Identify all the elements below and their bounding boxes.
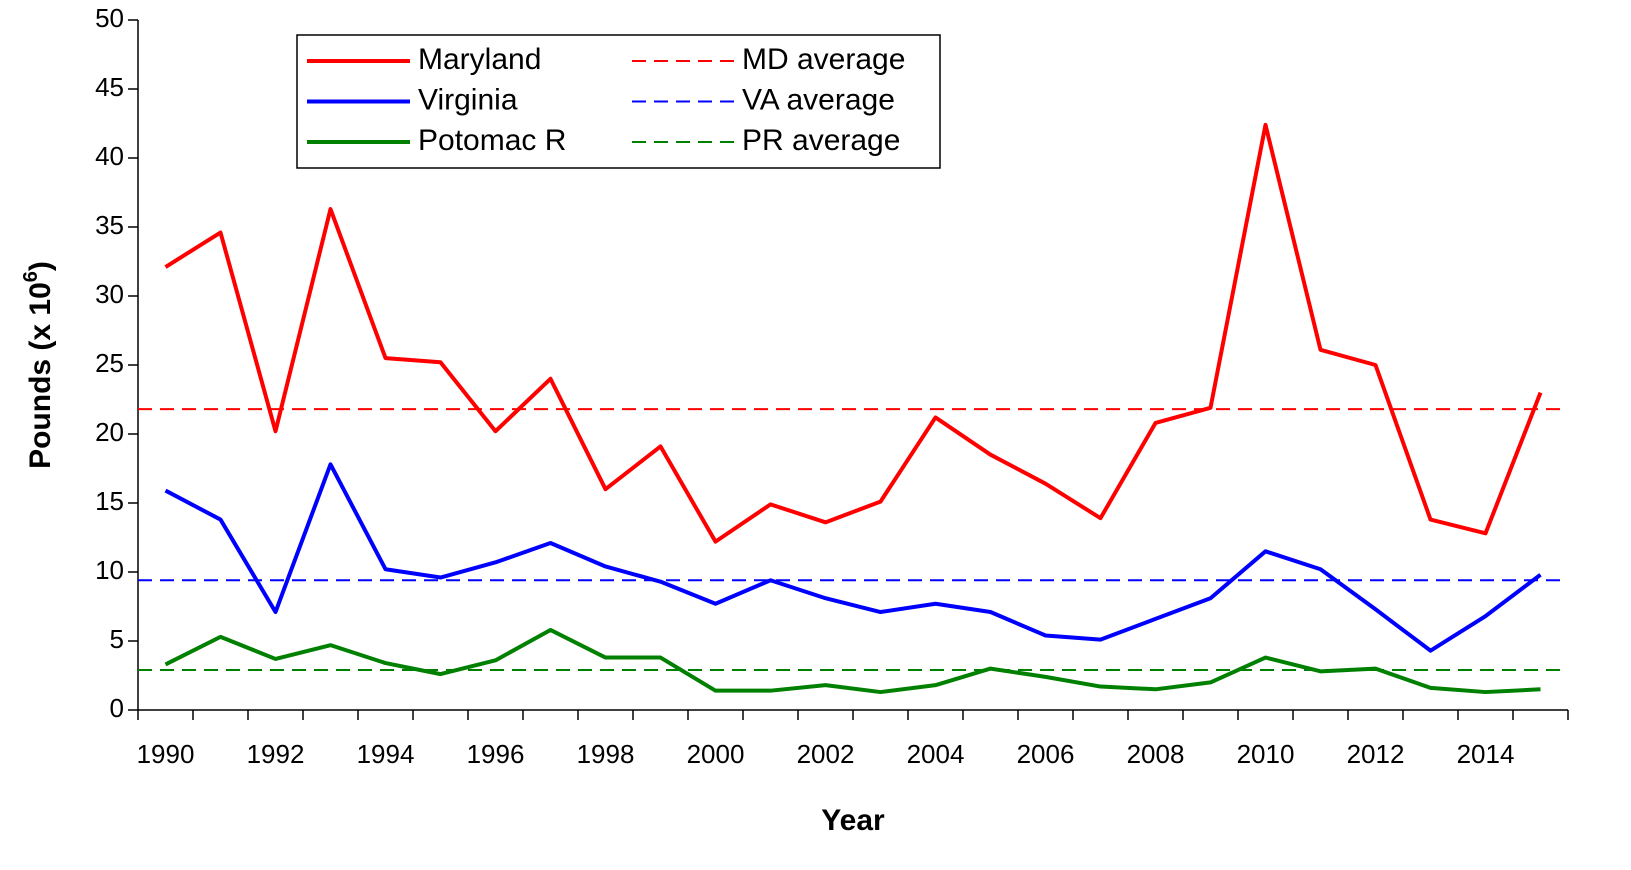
y-axis-title: Pounds (x 106) xyxy=(20,261,57,469)
legend-label: PR average xyxy=(742,124,900,157)
legend-label: MD average xyxy=(742,43,905,76)
x-tick-label: 2008 xyxy=(1127,739,1185,769)
x-tick-label: 1990 xyxy=(137,739,195,769)
y-tick-label: 45 xyxy=(95,72,124,102)
x-tick-label: 2010 xyxy=(1237,739,1295,769)
y-axis-title-main: Pounds (x 10 xyxy=(24,282,57,469)
legend-label: Potomac R xyxy=(418,124,566,157)
x-tick-label: 2006 xyxy=(1017,739,1075,769)
x-tick-label: 1996 xyxy=(467,739,525,769)
y-tick-label: 30 xyxy=(95,279,124,309)
series-line xyxy=(164,462,1542,653)
x-tick-label: 2004 xyxy=(907,739,965,769)
y-tick-label: 15 xyxy=(95,486,124,516)
x-tick-label: 2000 xyxy=(687,739,745,769)
legend-label: Virginia xyxy=(418,83,518,116)
x-tick-label: 2002 xyxy=(797,739,855,769)
y-axis-title-suffix: ) xyxy=(24,261,57,271)
x-tick-label: 2012 xyxy=(1347,739,1405,769)
y-tick-label: 50 xyxy=(95,3,124,33)
y-tick-label: 0 xyxy=(110,693,124,723)
y-tick-label: 35 xyxy=(95,210,124,240)
x-tick-label: 1998 xyxy=(577,739,635,769)
series-line xyxy=(164,122,1543,544)
x-tick-label: 2014 xyxy=(1457,739,1515,769)
legend-label: Maryland xyxy=(418,43,541,76)
y-tick-label: 40 xyxy=(95,141,124,171)
series-line xyxy=(164,627,1541,695)
legend-label: VA average xyxy=(742,83,895,116)
x-axis-title: Year xyxy=(821,804,885,837)
y-tick-label: 20 xyxy=(95,417,124,447)
y-tick-label: 25 xyxy=(95,348,124,378)
y-axis-title-exponent: 6 xyxy=(20,271,42,282)
x-tick-label: 1992 xyxy=(247,739,305,769)
x-tick-label: 1994 xyxy=(357,739,415,769)
y-tick-label: 10 xyxy=(95,555,124,585)
y-tick-label: 5 xyxy=(110,624,124,654)
